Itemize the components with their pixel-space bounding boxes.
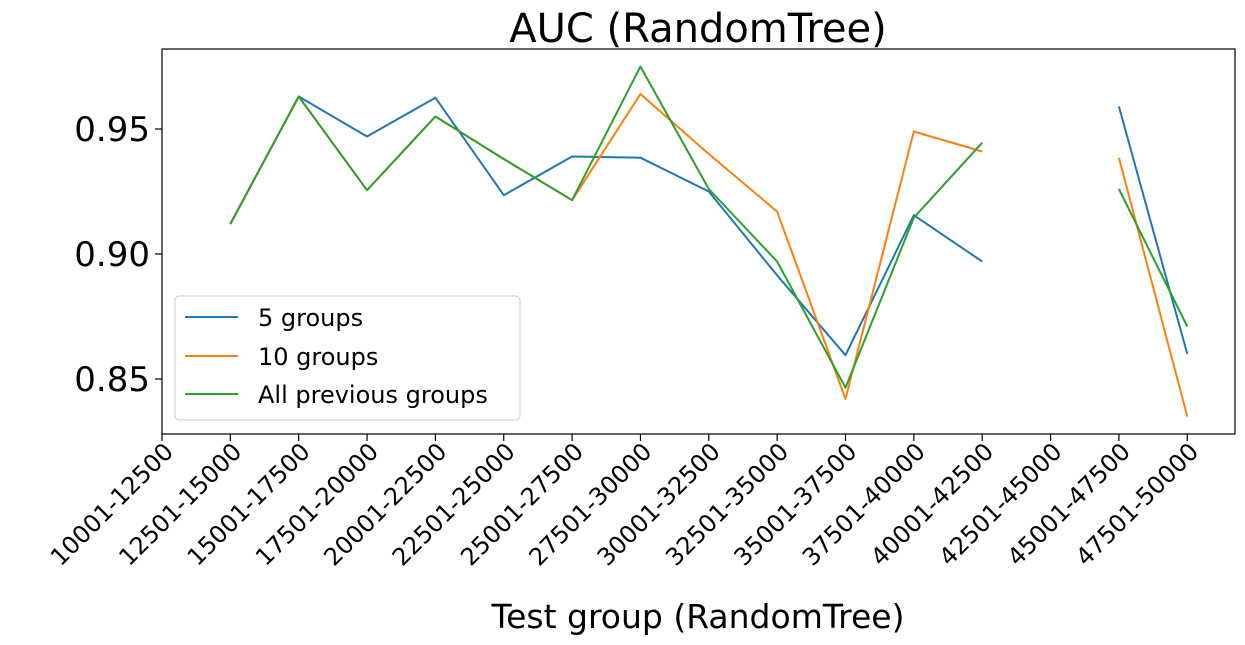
series-line-5-groups-segment-2 [1117,106,1189,355]
x-tick-label: 30001-32500 [592,438,726,572]
x-tick-label: 37501-40000 [797,438,931,572]
x-tick-label: 22501-25000 [387,438,521,572]
series-line-10-groups-segment-2 [1117,157,1189,417]
x-tick-label: 47501-50000 [1070,438,1204,572]
x-tick-label: 35001-37500 [729,438,863,572]
legend-box [174,295,521,421]
series-line-5-groups-segment-1 [229,95,983,357]
x-tick-label: 12501-15000 [113,438,247,572]
y-tick-label: 0.85 [74,360,150,400]
x-tick-label: 45001-47500 [1002,438,1136,572]
series-line-all-previous-groups-segment-1 [229,65,983,389]
y-axis: 0.85 0.90 0.95 [74,110,162,400]
legend-label-10-groups: 10 groups [258,343,378,371]
x-tick-label: 40001-42500 [865,438,999,572]
x-tick-label: 15001-17500 [182,438,316,572]
y-tick-label: 0.90 [74,235,150,275]
x-tick-label: 27501-30000 [524,438,658,572]
x-tick-label: 10001-12500 [45,438,179,572]
x-tick-label: 17501-20000 [250,438,384,572]
x-tick-label: 42501-45000 [934,438,1068,572]
legend-label-all-previous-groups: All previous groups [258,381,488,409]
x-axis-label: Test group (RandomTree) [491,597,905,636]
y-tick-label: 0.95 [74,110,150,150]
x-tick-label: 25001-27500 [455,438,589,572]
x-axis: 10001-1250012501-1500015001-1750017501-2… [45,434,1204,571]
x-tick-label: 20001-22500 [318,438,452,572]
plot-area-frame [161,48,1236,435]
series-line-all-previous-groups-segment-2 [1118,188,1189,327]
legend: 5 groups 10 groups All previous groups [174,295,521,421]
legend-label-5-groups: 5 groups [258,304,363,332]
series-lines [229,65,1189,417]
chart-title: AUC (RandomTree) [509,6,886,52]
x-tick-label: 32501-35000 [660,438,794,572]
